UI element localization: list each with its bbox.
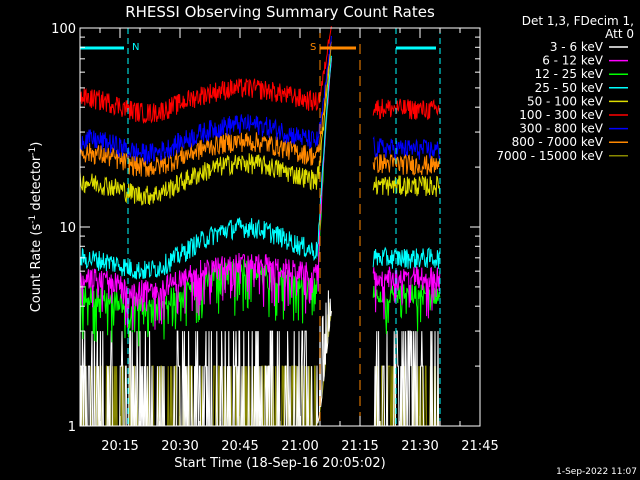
series-trace [79, 46, 332, 206]
y-axis-ticks: 1 10 100 [51, 22, 480, 435]
series-trace [79, 55, 332, 280]
series-50-100-kev [79, 46, 441, 206]
legend-header-line1: Det 1,3, FDecim 1, [522, 14, 634, 28]
y-axis-label-main: Count Rate (s [29, 224, 44, 313]
y-tick-label: 1 [68, 420, 76, 435]
legend-label: 100 - 300 keV [519, 108, 603, 122]
series-6-12-kev [79, 57, 441, 331]
y-axis-label-end: ) [29, 142, 44, 147]
series-trace [80, 290, 332, 427]
mode-label: N [132, 42, 139, 53]
series-trace [372, 98, 441, 121]
x-axis-label: Start Time (18-Sep-16 20:05:02) [174, 456, 385, 471]
series-trace [79, 41, 332, 177]
series-trace [372, 136, 441, 160]
series-trace [372, 266, 441, 320]
legend-label: 3 - 6 keV [550, 40, 604, 54]
timestamp: 1-Sep-2022 11:07 [556, 467, 637, 477]
legend-label: 25 - 50 keV [535, 81, 604, 95]
x-tick-label: 21:45 [461, 439, 498, 454]
legend-label: 6 - 12 keV [542, 54, 604, 68]
x-tick-label: 20:45 [221, 439, 258, 454]
legend-header-line2: Att 0 [605, 27, 634, 41]
series-trace [372, 246, 441, 269]
y-tick-label: 10 [59, 221, 76, 236]
x-tick-label: 21:15 [341, 439, 378, 454]
chart-title: RHESSI Observing Summary Count Rates [125, 3, 435, 21]
x-tick-label: 21:00 [281, 439, 318, 454]
y-axis-label-sup2: -1 [28, 147, 38, 156]
series-trace [372, 153, 441, 176]
legend-label: 800 - 7000 keV [512, 135, 604, 149]
y-axis-label-mid: detector [29, 155, 44, 215]
series-trace [79, 26, 332, 124]
y-axis-label-sup1: -1 [28, 215, 38, 224]
series-trace [372, 175, 441, 197]
series-300-800-kev [79, 35, 441, 165]
series-25-50-kev [79, 55, 441, 280]
x-tick-label: 20:15 [101, 439, 138, 454]
x-axis-ticks: 20:15 20:30 20:45 21:00 21:15 21:30 21:45 [99, 28, 499, 454]
legend-label: 50 - 100 keV [527, 94, 604, 108]
series-800-7000-kev [79, 41, 441, 177]
y-axis-label: Count Rate (s-1 detector-1) [28, 142, 44, 313]
mode-label: S [310, 42, 316, 53]
series-trace [79, 35, 332, 165]
series-100-300-kev [79, 26, 441, 124]
legend-label: 300 - 800 keV [519, 122, 603, 136]
y-tick-label: 100 [51, 22, 76, 37]
x-tick-label: 21:30 [401, 439, 438, 454]
series-trace [79, 57, 332, 331]
series-trace [79, 59, 332, 347]
legend-label: 7000 - 15000 keV [496, 149, 603, 163]
legend-label: 12 - 25 keV [535, 67, 604, 81]
x-tick-label: 20:30 [161, 439, 198, 454]
